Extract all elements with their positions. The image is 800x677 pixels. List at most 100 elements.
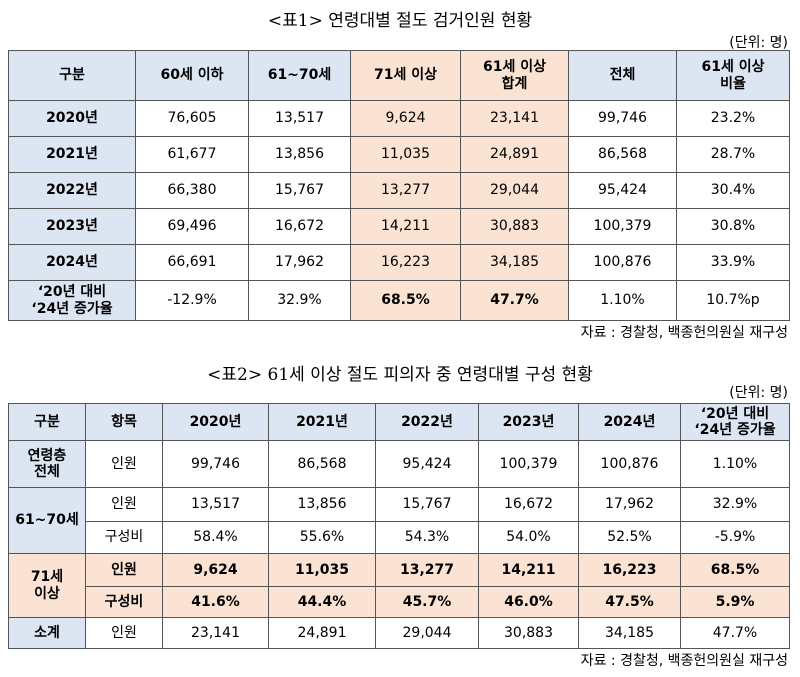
row: 2022년 66,380 15,767 13,277 29,044 95,424 30.4% [8, 172, 790, 209]
row: 구성비 58.4% 55.6% 54.3% 54.0% 52.5% -5.9% [9, 521, 790, 554]
cell: 13,856 [248, 136, 351, 173]
cell: 16,223 [350, 244, 461, 281]
cell: 66,691 [135, 244, 249, 281]
cell: 69,496 [135, 208, 249, 245]
item-label: 인원 [85, 617, 163, 649]
group-label: 연령층 전체 [8, 440, 86, 488]
row-label: 2021년 [8, 136, 136, 173]
cell: 28.7% [676, 136, 790, 173]
cell: 95,424 [375, 440, 479, 488]
table: 구분 60세 이하 61~70세 71세 이상 61세 이상 합계 전체 61세 이상 비율… [8, 50, 790, 321]
cell: 100,379 [478, 440, 579, 488]
cell: 10.7%p [676, 280, 790, 321]
cell: 46.0% [478, 586, 579, 618]
cell: 14,211 [478, 553, 579, 587]
cell: 11,035 [350, 136, 461, 173]
cell: 54.3% [375, 521, 479, 554]
row-label: 2020년 [8, 100, 136, 137]
cell: 32.9% [248, 280, 351, 321]
cell: 17,962 [578, 487, 681, 522]
cell: 1.10% [680, 440, 790, 488]
cell: 30,883 [478, 617, 579, 649]
item-label: 인원 [85, 487, 163, 522]
header-cell: 60세 이하 [135, 50, 249, 101]
source: 자료 : 경찰청, 백종헌의원실 재구성 [580, 325, 788, 341]
cell: 66,380 [135, 172, 249, 209]
cell: 13,277 [350, 172, 461, 209]
cell: 45.7% [375, 586, 479, 618]
cell: 9,624 [350, 100, 461, 137]
cell: 99,746 [568, 100, 677, 137]
row: ‘20년 대비 ‘24년 증가율 -12.9% 32.9% 68.5% 47.7% 1.1… [8, 280, 790, 321]
header-cell: 전체 [568, 50, 677, 101]
cell: 29,044 [375, 617, 479, 649]
cell: 13,517 [248, 100, 351, 137]
cell: 16,672 [248, 208, 351, 245]
cell: 11,035 [268, 553, 376, 587]
header-cell: 2020년 [162, 403, 269, 441]
row: 61~70세 인원 13,517 13,856 15,767 16,672 17,962 32… [8, 487, 790, 554]
header-cell: 2022년 [375, 403, 479, 441]
table-title: <표1> 연령대별 절도 검거인원 현황 [267, 11, 533, 31]
cell: 95,424 [568, 172, 677, 209]
unit: (단위: 명) [729, 385, 788, 401]
row-label: 2023년 [8, 208, 136, 245]
cell: 47.5% [578, 586, 681, 618]
row: 2024년 66,691 17,962 16,223 34,185 100,876 33.9… [8, 244, 790, 281]
cell: 23.2% [676, 100, 790, 137]
item-label: 인원 [85, 440, 163, 488]
cell: 30,883 [460, 208, 569, 245]
cell: 58.4% [162, 521, 269, 554]
row: 연령층 전체 인원 99,746 86,568 95,424 100,379 100,876… [8, 440, 790, 488]
header-cell: ‘20년 대비 ‘24년 증가율 [680, 403, 790, 441]
cell: 86,568 [568, 136, 677, 173]
cell: 17,962 [248, 244, 351, 281]
header-row: 구분 항목 2020년 2021년 2022년 2023년 2024년 ‘20년 대비 ‘24… [8, 403, 790, 441]
cell: 52.5% [578, 521, 681, 554]
cell: 47.7% [680, 617, 790, 649]
cell: 23,141 [460, 100, 569, 137]
cell: -5.9% [680, 521, 790, 554]
cell: 68.5% [350, 280, 461, 321]
cell: 86,568 [268, 440, 376, 488]
cell: 34,185 [460, 244, 569, 281]
row-label: ‘20년 대비 ‘24년 증가율 [8, 280, 136, 321]
item-label: 인원 [85, 553, 163, 587]
header-cell: 61세 이상 합계 [460, 50, 569, 101]
cell: 15,767 [375, 487, 479, 522]
row-label: 2022년 [8, 172, 136, 209]
cell: 16,223 [578, 553, 681, 587]
header-cell: 2021년 [268, 403, 376, 441]
source: 자료 : 경찰청, 백종헌의원실 재구성 [580, 653, 788, 669]
header-cell: 61세 이상 비율 [676, 50, 790, 101]
header-cell: 구분 [8, 403, 86, 441]
cell: -12.9% [135, 280, 249, 321]
cell: 100,876 [578, 440, 681, 488]
cell: 68.5% [680, 553, 790, 587]
cell: 55.6% [268, 521, 376, 554]
cell: 13,517 [162, 487, 269, 522]
cell: 16,672 [478, 487, 579, 522]
cell: 44.4% [268, 586, 376, 618]
cell: 15,767 [248, 172, 351, 209]
group-label: 61~70세 [8, 487, 86, 554]
cell: 24,891 [268, 617, 376, 649]
cell: 99,746 [162, 440, 269, 488]
table-title: <표2> 61세 이상 절도 피의자 중 연령대별 구성 현황 [207, 365, 593, 385]
row: 구성비 41.6% 44.4% 45.7% 46.0% 47.5% 5.9% [9, 586, 790, 618]
cell: 61,677 [135, 136, 249, 173]
cell: 13,856 [268, 487, 376, 522]
table: 구분 항목 2020년 2021년 2022년 2023년 2024년 ‘20년 대비 ‘24… [8, 403, 790, 649]
cell: 24,891 [460, 136, 569, 173]
header-cell: 구분 [8, 50, 136, 101]
group-label: 소계 [8, 617, 86, 649]
cell: 29,044 [460, 172, 569, 209]
header-cell: 2024년 [578, 403, 681, 441]
cell: 33.9% [676, 244, 790, 281]
row: 2023년 69,496 16,672 14,211 30,883 100,379 30.8… [8, 208, 790, 245]
header-row: 구분 60세 이하 61~70세 71세 이상 61세 이상 합계 전체 61세 이상 비율 [8, 50, 790, 101]
header-cell: 61~70세 [248, 50, 351, 101]
item-label: 구성비 [85, 521, 163, 554]
cell: 41.6% [162, 586, 269, 618]
